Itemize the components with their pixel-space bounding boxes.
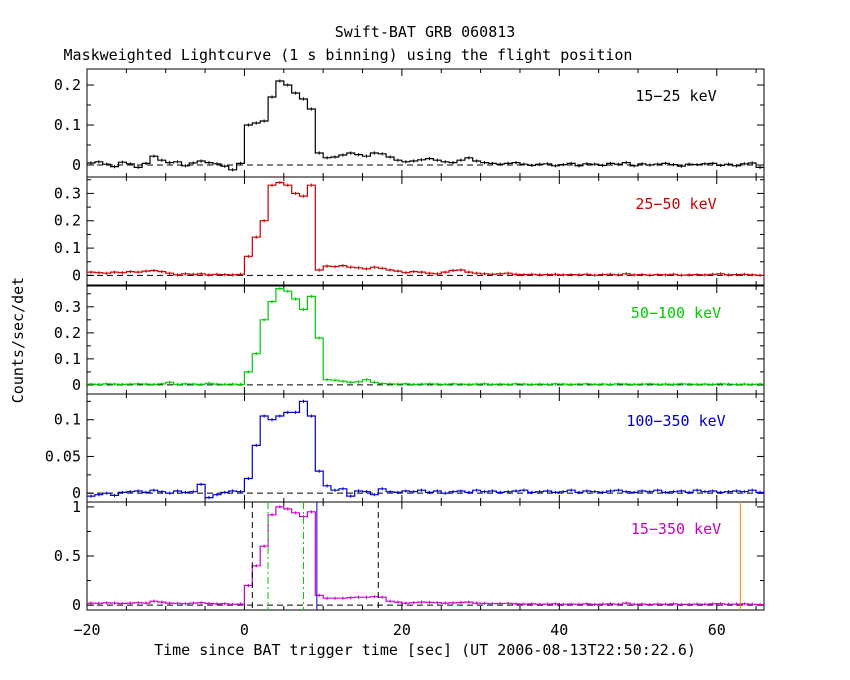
- lightcurve-series: [87, 506, 764, 606]
- y-tick-label: 0.1: [54, 350, 81, 368]
- y-tick-label: 0.3: [54, 184, 81, 202]
- y-tick-label: 1: [72, 498, 81, 516]
- y-tick-label: 0.1: [54, 239, 81, 257]
- band-label: 25−50 keV: [635, 195, 716, 213]
- y-tick-label: 0.1: [54, 116, 81, 134]
- band-label: 50−100 keV: [631, 304, 721, 322]
- chart-subtitle: Maskweighted Lightcurve (1 s binning) us…: [64, 46, 633, 64]
- x-tick-label: 40: [550, 621, 568, 639]
- chart-title: Swift-BAT GRB 060813: [335, 23, 516, 41]
- y-tick-label: 0.3: [54, 298, 81, 316]
- x-tick-label: −20: [73, 621, 100, 639]
- band-label: 100−350 keV: [626, 412, 725, 430]
- y-tick-label: 0.05: [45, 447, 81, 465]
- y-tick-label: 0.1: [54, 411, 81, 429]
- y-tick-label: 0.2: [54, 324, 81, 342]
- y-tick-label: 0: [72, 596, 81, 614]
- panel-3: 0 0.1 0.2 0.3 50−100 keV: [54, 285, 765, 395]
- y-tick-label: 0: [72, 156, 81, 174]
- x-tick-label: 0: [240, 621, 249, 639]
- panel-frame: [86, 176, 765, 286]
- band-label: 15−25 keV: [635, 87, 716, 105]
- y-tick-label: 0.5: [54, 547, 81, 565]
- band-label: 15−350 keV: [631, 520, 721, 538]
- x-axis-label: Time since BAT trigger time [sec] (UT 20…: [154, 641, 696, 659]
- x-tick-label: 20: [393, 621, 411, 639]
- y-tick-label: 0.2: [54, 76, 81, 94]
- y-tick-label: 0: [72, 484, 81, 502]
- lightcurve-series: [87, 400, 764, 499]
- panel-4: 0 0.05 0.1 100−350 keV: [45, 393, 765, 503]
- x-tick-label: 60: [708, 621, 726, 639]
- y-tick-label: 0.2: [54, 212, 81, 230]
- y-tick-label: 0: [72, 376, 81, 394]
- panel-2: 0 0.1 0.2 0.3 25−50 keV: [54, 176, 765, 286]
- panel-5: 0 0.5 1 15−350 keV: [54, 498, 765, 614]
- y-axis-label: Counts/sec/det: [9, 277, 27, 403]
- y-tick-label: 0: [72, 266, 81, 284]
